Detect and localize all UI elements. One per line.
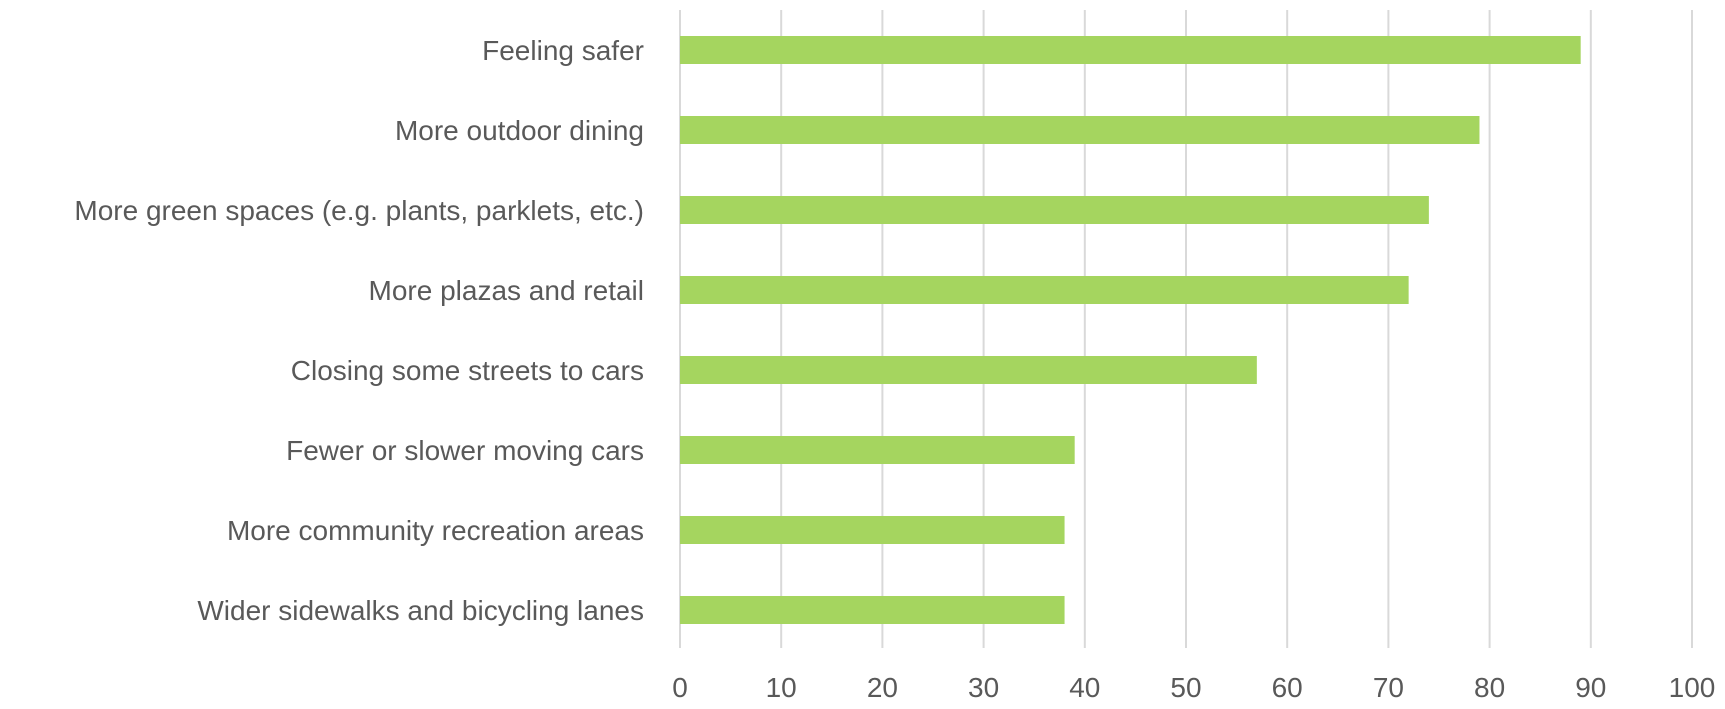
category-labels: Feeling safer More outdoor dining More gre… (74, 35, 644, 626)
x-tick-label: 90 (1575, 672, 1606, 703)
category-label: Wider sidewalks and bicycling lanes (197, 595, 644, 626)
bar-layer (680, 36, 1581, 624)
x-tick-label: 10 (766, 672, 797, 703)
category-label: More community recreation areas (227, 515, 644, 546)
x-tick-label: 80 (1474, 672, 1505, 703)
x-tick-label: 40 (1069, 672, 1100, 703)
bar (680, 36, 1581, 64)
category-label: Closing some streets to cars (291, 355, 644, 386)
category-label: Feeling safer (482, 35, 644, 66)
x-tick-label: 70 (1373, 672, 1404, 703)
category-label: More outdoor dining (395, 115, 644, 146)
x-tick-label: 0 (672, 672, 688, 703)
category-label: Fewer or slower moving cars (286, 435, 644, 466)
x-tick-label: 50 (1170, 672, 1201, 703)
bar (680, 116, 1480, 144)
x-tick-label: 100 (1669, 672, 1716, 703)
bar (680, 196, 1429, 224)
bar (680, 596, 1065, 624)
grid-layer (679, 10, 1693, 648)
x-axis-tick-labels: 0 10 20 30 40 50 60 70 80 90 100 (672, 672, 1715, 703)
bar (680, 436, 1075, 464)
x-tick-label: 30 (968, 672, 999, 703)
bar (680, 356, 1257, 384)
bar (680, 516, 1065, 544)
category-label: More green spaces (e.g. plants, parklets… (74, 195, 644, 226)
bar (680, 276, 1409, 304)
x-tick-label: 20 (867, 672, 898, 703)
category-label: More plazas and retail (369, 275, 644, 306)
x-tick-label: 60 (1272, 672, 1303, 703)
